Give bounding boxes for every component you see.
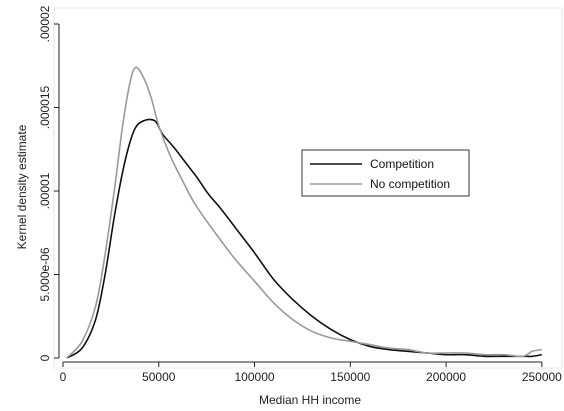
y-tick-label: .00002 [38,5,52,42]
series-layer [66,66,542,359]
plot-region-border [53,7,563,369]
x-tick-label: 50000 [142,370,176,384]
legend-label-no-competition: No competition [370,177,450,191]
y-axis: 0 5.000e-06 .00001 .000015 .00002 [38,5,60,361]
y-tick-label: 0 [38,354,52,361]
series-line-competition [66,118,542,359]
x-tick-label: 150000 [330,370,370,384]
x-tick-label: 200000 [426,370,466,384]
x-tick-label: 0 [60,370,67,384]
x-axis-title: Median HH income [259,393,361,407]
x-axis: 0 50000 100000 150000 200000 250000 [60,361,562,384]
legend: Competition No competition [301,149,470,197]
plot-frame [53,7,563,369]
y-axis-title: Kernel density estimate [15,124,29,249]
legend-label-competition: Competition [370,157,434,171]
y-tick-label: .00001 [38,172,52,209]
series-line-no-competition [66,66,542,359]
x-tick-label: 100000 [235,370,275,384]
legend-box [301,149,470,197]
x-tick-label: 250000 [522,370,562,384]
y-tick-label: 5.000e-06 [38,247,52,301]
y-tick-label: .000015 [38,85,52,129]
